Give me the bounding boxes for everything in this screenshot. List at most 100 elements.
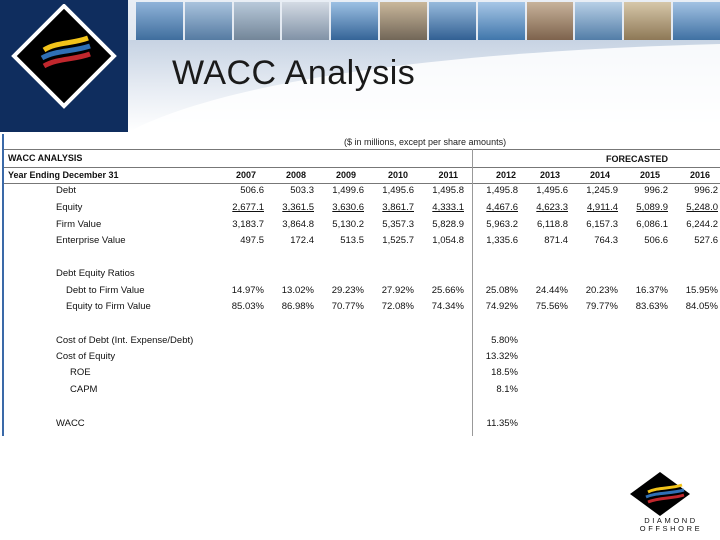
table-cell: 29.23% [331, 285, 364, 296]
year-header: 2015 [639, 170, 660, 180]
table-cell: 11.35% [486, 418, 518, 429]
table-cell: 1,495.6 [382, 185, 414, 196]
table-cell: 24.44% [535, 285, 568, 296]
diamond-offshore-logo-icon [630, 472, 690, 516]
year-header: 2007 [235, 170, 256, 180]
footer-logo-text: DIAMOND OFFSHORE [630, 517, 712, 533]
table-cell: 5,963.2 [486, 219, 518, 230]
table-cell: 84.05% [685, 301, 718, 312]
year-header: 2011 [438, 170, 458, 180]
offshore-photo [184, 2, 232, 42]
year-header: 2009 [335, 170, 356, 180]
year-header: 2012 [495, 170, 516, 180]
table-cell: 503.3 [290, 185, 314, 196]
table-cell: 5.80% [491, 335, 518, 346]
table-cell: 764.3 [594, 235, 618, 246]
table-cell: 2,677.1 [232, 202, 264, 213]
table-cell: 497.5 [240, 235, 264, 246]
table-row: Cost of Debt (Int. Expense/Debt) 5.80% [4, 335, 720, 349]
row-label: Debt [56, 185, 77, 196]
table-cell: 1,335.6 [486, 235, 518, 246]
table-cell: 527.6 [694, 235, 718, 246]
offshore-photo [673, 2, 720, 42]
table-cell: 8.1% [496, 384, 518, 395]
table-row: WACC 11.35% [4, 418, 720, 432]
table-cell: 74.92% [485, 301, 518, 312]
table-cell: 5,828.9 [432, 219, 464, 230]
forecast-divider [472, 149, 473, 436]
table-cell: 25.66% [431, 285, 464, 296]
table-cell: 83.63% [635, 301, 668, 312]
table-rule [4, 183, 720, 184]
table-cell: 1,495.8 [432, 185, 464, 196]
table-row: Debt 506.6 503.3 1,499.6 1,495.6 1,495.8… [4, 185, 720, 199]
top-logo-panel [0, 0, 128, 132]
table-cell: 70.77% [331, 301, 364, 312]
table-row: Debt Equity Ratios [4, 268, 720, 282]
table-cell: 13.32% [485, 351, 518, 362]
row-label: Equity to Firm Value [66, 301, 151, 312]
year-header: 2013 [539, 170, 560, 180]
table-cell: 14.97% [231, 285, 264, 296]
table-cell: 75.56% [535, 301, 568, 312]
table-cell: 85.03% [231, 301, 264, 312]
table-cell: 25.08% [485, 285, 518, 296]
table-cell: 6,157.3 [586, 219, 618, 230]
table-cell: 3,361.5 [282, 202, 314, 213]
table-cell: 3,183.7 [232, 219, 264, 230]
table-cell: 20.23% [585, 285, 618, 296]
table-cell: 1,495.8 [486, 185, 518, 196]
year-header: 2016 [689, 170, 710, 180]
table-cell: 3,861.7 [382, 202, 414, 213]
table-cell: 3,630.6 [332, 202, 364, 213]
offshore-photo [233, 2, 281, 42]
table-row: ROE 18.5% [4, 367, 720, 381]
table-cell: 4,333.1 [432, 202, 464, 213]
table-cell: 1,525.7 [382, 235, 414, 246]
header-curve [128, 44, 720, 132]
offshore-photo [136, 2, 183, 42]
table-cell: 871.4 [544, 235, 568, 246]
table-cell: 79.77% [585, 301, 618, 312]
table-cell: 1,499.6 [332, 185, 364, 196]
table-cell: 506.6 [644, 235, 668, 246]
offshore-photo [624, 2, 672, 42]
table-cell: 1,495.6 [536, 185, 568, 196]
photo-strip [136, 2, 720, 42]
table-header-title: WACC ANALYSIS [8, 153, 83, 163]
offshore-photo [526, 2, 574, 42]
row-label: Enterprise Value [56, 235, 126, 246]
table-row: Debt to Firm Value 14.97% 13.02% 29.23% … [4, 285, 720, 299]
table-rule [4, 167, 720, 168]
table-row: Enterprise Value 497.5 172.4 513.5 1,525… [4, 235, 720, 249]
table-cell: 86.98% [281, 301, 314, 312]
row-label: ROE [70, 367, 91, 378]
row-label: Cost of Equity [56, 351, 116, 362]
row-label: Equity [56, 202, 83, 213]
row-label: Firm Value [56, 219, 102, 230]
section-heading: Debt Equity Ratios [56, 268, 135, 279]
offshore-photo [575, 2, 623, 42]
offshore-photo [331, 2, 379, 42]
wacc-table: ($ in millions, except per share amounts… [2, 134, 720, 436]
table-cell: 513.5 [340, 235, 364, 246]
row-label: CAPM [70, 384, 98, 395]
table-row: Cost of Equity 13.32% [4, 351, 720, 365]
page-title: WACC Analysis [172, 54, 416, 92]
table-cell: 506.6 [240, 185, 264, 196]
table-row: Equity to Firm Value 85.03% 86.98% 70.77… [4, 301, 720, 315]
year-header: 2010 [387, 170, 408, 180]
table-cell: 6,118.8 [537, 219, 568, 230]
table-row: CAPM 8.1% [4, 384, 720, 398]
table-cell: 1,245.9 [586, 185, 618, 196]
table-rule [4, 149, 720, 150]
table-cell: 13.02% [281, 285, 314, 296]
forecasted-label: FORECASTED [606, 154, 669, 164]
logo-text-line: DIAMOND [644, 516, 698, 525]
offshore-photo [282, 2, 330, 42]
row-label: WACC [56, 418, 85, 429]
table-cell: 4,911.4 [587, 202, 618, 213]
offshore-photo [477, 2, 525, 42]
offshore-photo [428, 2, 476, 42]
table-cell: 996.2 [694, 185, 718, 196]
